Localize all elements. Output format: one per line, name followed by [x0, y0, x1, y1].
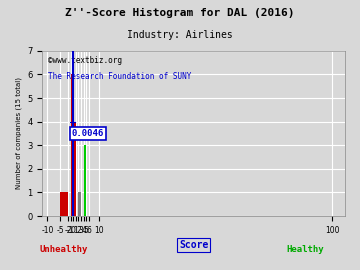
Bar	[71, 75, 73, 216]
Bar	[73, 122, 76, 216]
Text: Unhealthy: Unhealthy	[39, 245, 87, 254]
Text: Industry: Airlines: Industry: Airlines	[127, 30, 233, 40]
Text: The Research Foundation of SUNY: The Research Foundation of SUNY	[48, 72, 192, 81]
Bar	[60, 193, 68, 216]
Bar	[78, 193, 81, 216]
Text: ©www.textbiz.org: ©www.textbiz.org	[48, 56, 122, 65]
Text: Z''-Score Histogram for DAL (2016): Z''-Score Histogram for DAL (2016)	[65, 8, 295, 18]
Text: Healthy: Healthy	[287, 245, 324, 254]
X-axis label: Score: Score	[179, 240, 208, 250]
Y-axis label: Number of companies (15 total): Number of companies (15 total)	[15, 77, 22, 190]
Bar	[84, 145, 86, 216]
Text: 0.0046: 0.0046	[72, 129, 104, 138]
